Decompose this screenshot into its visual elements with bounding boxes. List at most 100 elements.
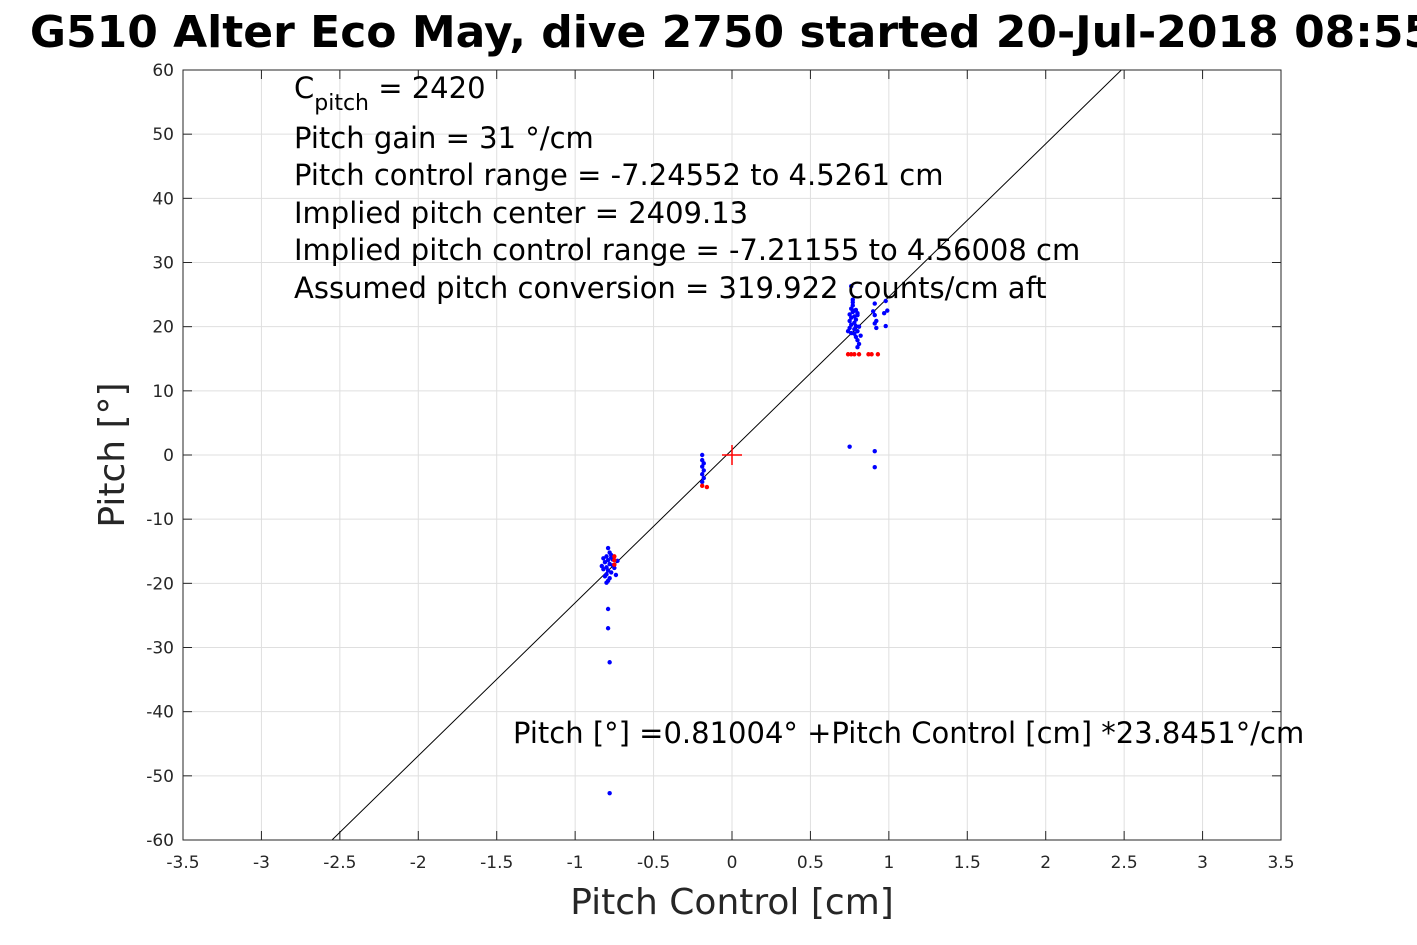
x-tick-label: -2.5 <box>323 853 356 873</box>
y-tick-label: 60 <box>152 61 174 81</box>
y-tick-label: 40 <box>152 189 174 209</box>
x-tick-labels: -3.5 -3 -2.5 -2 -1.5 -1 -0.5 0 0.5 1 1.5 2 2.5 3 3.5 <box>166 853 1294 873</box>
y-tick-label: 20 <box>152 318 174 338</box>
data-point <box>872 312 877 318</box>
plot-frame <box>182 69 1282 841</box>
c-pitch-subscript: pitch <box>314 91 369 116</box>
data-point <box>856 324 862 329</box>
data-point <box>602 574 608 579</box>
pitch-gain-text: Pitch gain = 31 °/cm <box>294 121 594 155</box>
x-tick-label: 3.5 <box>1267 853 1294 873</box>
data-point <box>699 483 705 488</box>
data-point <box>874 325 879 331</box>
x-axis-label: Pitch Control [cm] <box>570 882 894 923</box>
y-tick-label: 10 <box>152 382 174 402</box>
data-point <box>609 570 614 575</box>
chart-title: G510 Alter Eco May, dive 2750 started 20… <box>30 7 1417 58</box>
data-point <box>704 484 710 490</box>
data-point <box>605 545 611 551</box>
implied-center-text: Implied pitch center = 2409.13 <box>294 196 748 230</box>
data-point <box>699 479 705 485</box>
data-point <box>845 352 851 357</box>
y-tick-label: -50 <box>146 767 174 787</box>
data-point <box>850 303 855 308</box>
data-points <box>599 284 890 796</box>
implied-range-text: Implied pitch control range = -7.21155 t… <box>294 233 1080 267</box>
x-tick-label: -3.5 <box>166 853 199 873</box>
data-point <box>881 310 887 316</box>
x-tick-label: -2 <box>410 853 427 873</box>
y-tick-label: -60 <box>146 831 174 851</box>
data-point <box>872 448 877 454</box>
data-point <box>858 333 863 338</box>
y-tick-label: 0 <box>163 446 174 466</box>
data-point <box>874 318 879 324</box>
data-point <box>601 556 606 561</box>
data-point <box>855 337 860 343</box>
center-marker <box>722 445 742 465</box>
data-point <box>883 298 888 304</box>
c-pitch-value: = 2420 <box>369 71 486 105</box>
data-point <box>613 572 619 578</box>
data-point <box>605 606 611 612</box>
data-point <box>701 475 706 481</box>
y-axis-label: Pitch [°] <box>92 382 133 527</box>
y-tick-label: -40 <box>146 703 174 723</box>
data-point <box>607 790 612 796</box>
conversion-text: Assumed pitch conversion = 319.922 count… <box>294 271 1047 305</box>
data-point <box>869 352 874 357</box>
data-point <box>612 554 617 559</box>
data-point <box>849 352 854 357</box>
data-point <box>849 284 854 289</box>
data-point <box>852 352 857 357</box>
data-point <box>850 300 855 305</box>
x-tick-label: 2.5 <box>1111 853 1138 873</box>
data-point <box>847 312 852 317</box>
c-pitch-symbol: C <box>294 71 314 105</box>
data-point <box>855 345 860 350</box>
data-point <box>885 308 890 313</box>
x-tick-label: 1.5 <box>954 853 981 873</box>
data-point <box>612 562 617 567</box>
x-tick-label: -1.5 <box>480 853 513 873</box>
data-point <box>602 559 608 565</box>
data-point <box>875 352 881 357</box>
data-point <box>612 558 617 563</box>
x-tick-label: -0.5 <box>637 853 670 873</box>
y-tick-label: -30 <box>146 639 174 659</box>
control-range-text: Pitch control range = -7.24552 to 4.5261… <box>294 158 943 192</box>
y-tick-labels: 60 50 40 30 20 10 0 -10 -20 -30 -40 -50 -60 <box>146 61 174 851</box>
data-point <box>866 352 871 357</box>
data-point <box>599 563 605 569</box>
info-annotation: Cpitch = 2420 Pitch gain = 31 °/cm Pitch… <box>294 71 1080 305</box>
x-tick-label: -3 <box>253 853 270 873</box>
data-point <box>852 331 857 336</box>
data-point <box>870 309 876 314</box>
data-point <box>612 565 617 571</box>
y-tick-label: 30 <box>152 254 174 274</box>
y-tick-label: -10 <box>146 510 174 530</box>
grid <box>182 69 1282 841</box>
x-tick-label: -1 <box>567 853 584 873</box>
x-tick-label: 3 <box>1197 853 1208 873</box>
y-tick-label: 50 <box>152 125 174 145</box>
data-point <box>855 312 860 318</box>
data-point <box>699 472 705 477</box>
data-point <box>872 301 877 306</box>
data-point <box>852 308 857 313</box>
data-point <box>872 464 877 470</box>
x-tick-label: 0.5 <box>797 853 824 873</box>
x-tick-label: 0 <box>727 853 738 873</box>
x-tick-label: 1 <box>883 853 894 873</box>
data-point <box>699 452 705 458</box>
y-tick-label: -20 <box>146 574 174 594</box>
c-pitch-text: Cpitch = 2420 <box>294 71 486 116</box>
data-point <box>883 323 888 329</box>
data-point <box>607 660 612 665</box>
data-point <box>699 464 705 469</box>
data-point <box>701 468 706 473</box>
data-point <box>855 328 860 334</box>
x-tick-label: 2 <box>1040 853 1051 873</box>
fit-equation-text: Pitch [°] =0.81004° +Pitch Control [cm] … <box>513 716 1304 750</box>
data-point <box>605 626 611 631</box>
